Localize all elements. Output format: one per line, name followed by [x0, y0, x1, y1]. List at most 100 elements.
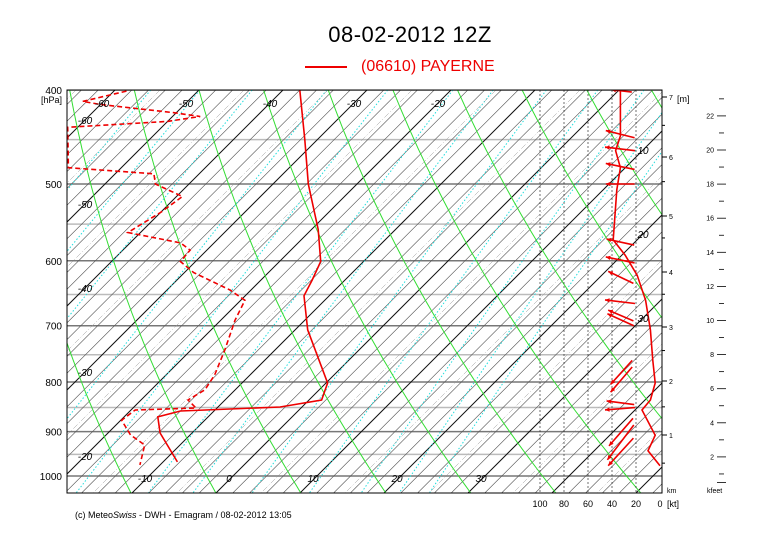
isotherm	[551, 382, 662, 493]
isotherm	[165, 90, 569, 493]
isotherm-label-left: -50	[78, 200, 93, 211]
dewpoint-profile	[67, 90, 246, 466]
isotherm	[232, 90, 637, 493]
isotherm	[67, 90, 368, 391]
km-tick-label: 3	[669, 325, 673, 332]
wind-speed-unit-label: [kt]	[667, 499, 679, 509]
kfeet-tick-label: 14	[706, 250, 714, 257]
isotherm	[67, 90, 200, 223]
wind-speed-tick-label: 20	[631, 499, 641, 509]
isotherm-label-left: -60	[78, 116, 93, 127]
dry-adiabat	[650, 90, 662, 110]
kfeet-tick-label: 18	[706, 182, 714, 189]
isotherm-label-top: -60	[95, 99, 110, 110]
wind-arrow-head	[605, 145, 610, 150]
isotherm	[299, 130, 662, 493]
wind-speed-tick-label: 0	[657, 499, 662, 509]
wind-arrow-head	[607, 313, 613, 318]
wind-arrow-shaft	[607, 309, 634, 322]
isotherm	[568, 399, 662, 493]
wind-arrow	[607, 313, 635, 327]
km-tick-label: 1	[669, 433, 673, 440]
kfeet-tick-label: 6	[710, 386, 714, 393]
wind-arrow	[607, 309, 634, 322]
isotherm	[417, 248, 662, 493]
wind-arrow	[607, 437, 634, 467]
dry-adiabat	[327, 90, 557, 493]
wind-arrow-shaft	[606, 400, 635, 406]
isotherm	[0, 90, 48, 493]
pressure-tick-label: 1000	[40, 472, 63, 483]
isotherm	[737, 90, 766, 493]
isotherm	[131, 90, 536, 493]
legend: (06610) PAYERNE	[305, 58, 495, 76]
moist-adiabat	[67, 90, 77, 100]
wind-arrow-head	[607, 454, 612, 460]
isotherm	[215, 90, 620, 493]
wind-arrow-head	[606, 399, 612, 404]
moist-adiabat	[512, 343, 662, 493]
wind-arrow	[604, 298, 636, 305]
isotherm	[114, 90, 519, 493]
dry-adiabat	[133, 90, 302, 493]
wind-arrow-head	[609, 441, 614, 446]
pressure-tick-label: 500	[45, 180, 62, 191]
isotherm	[0, 90, 14, 493]
dry-adiabat	[67, 341, 132, 493]
kfeet-axis-label: kfeet	[707, 488, 722, 495]
grid	[0, 90, 766, 493]
isotherm	[266, 96, 662, 493]
isotherm-label-top: -30	[347, 99, 362, 110]
mixing-ratio-line	[399, 111, 662, 493]
kfeet-tick-label: 4	[710, 420, 714, 427]
km-tick-label: 7	[669, 95, 673, 102]
wind-arrow	[610, 359, 633, 385]
wind-arrow	[608, 417, 634, 447]
wind-arrow-shaft	[604, 146, 636, 152]
dry-adiabat	[392, 90, 642, 493]
wind-arrow-head	[608, 309, 614, 314]
wind-arrow-head	[611, 90, 616, 93]
isotherm-label-bottom: -10	[138, 474, 153, 485]
km-unit-label: [m]	[677, 94, 690, 104]
isotherm	[67, 90, 284, 307]
isotherm	[182, 90, 586, 493]
wind-arrow	[605, 181, 635, 187]
isotherm	[518, 348, 662, 493]
isotherm	[501, 332, 662, 493]
kfeet-tick-label: 16	[706, 216, 714, 223]
isotherm	[67, 90, 418, 441]
isotherm	[67, 90, 233, 257]
isotherm	[484, 315, 662, 493]
isotherm	[67, 90, 452, 475]
isotherm	[67, 90, 301, 324]
isotherm-label-left: -20	[78, 452, 93, 463]
km-tick-label: 4	[669, 270, 673, 277]
wind-arrow-shaft	[605, 129, 635, 139]
legend-label: (06610) PAYERNE	[361, 58, 495, 75]
moist-adiabat	[92, 90, 497, 493]
isotherm	[67, 90, 385, 408]
wind-arrow-head	[605, 129, 611, 134]
moist-adiabat	[428, 259, 662, 493]
isotherm	[67, 90, 435, 458]
isotherm	[67, 90, 149, 173]
isotherm-label-top: -50	[179, 99, 194, 110]
isotherm	[67, 90, 469, 492]
isotherm	[67, 90, 183, 206]
wind_speed_kt-profile	[612, 90, 661, 467]
wind-arrow-head	[610, 387, 616, 393]
isotherm	[249, 90, 653, 493]
isotherm	[67, 90, 401, 425]
km-axis-label: km	[667, 488, 677, 495]
wind-arrow-shaft	[609, 366, 633, 393]
wind-arrow	[605, 162, 635, 171]
wind-arrow-head	[610, 379, 616, 385]
moist-adiabat	[596, 427, 662, 493]
isotherm	[450, 281, 662, 493]
dry-adiabat	[198, 90, 387, 493]
wind-arrow	[604, 145, 636, 152]
isotherm-label-left: -30	[78, 368, 93, 379]
wind-arrow-shaft	[606, 424, 635, 461]
mixing-ratio-line	[67, 90, 152, 191]
